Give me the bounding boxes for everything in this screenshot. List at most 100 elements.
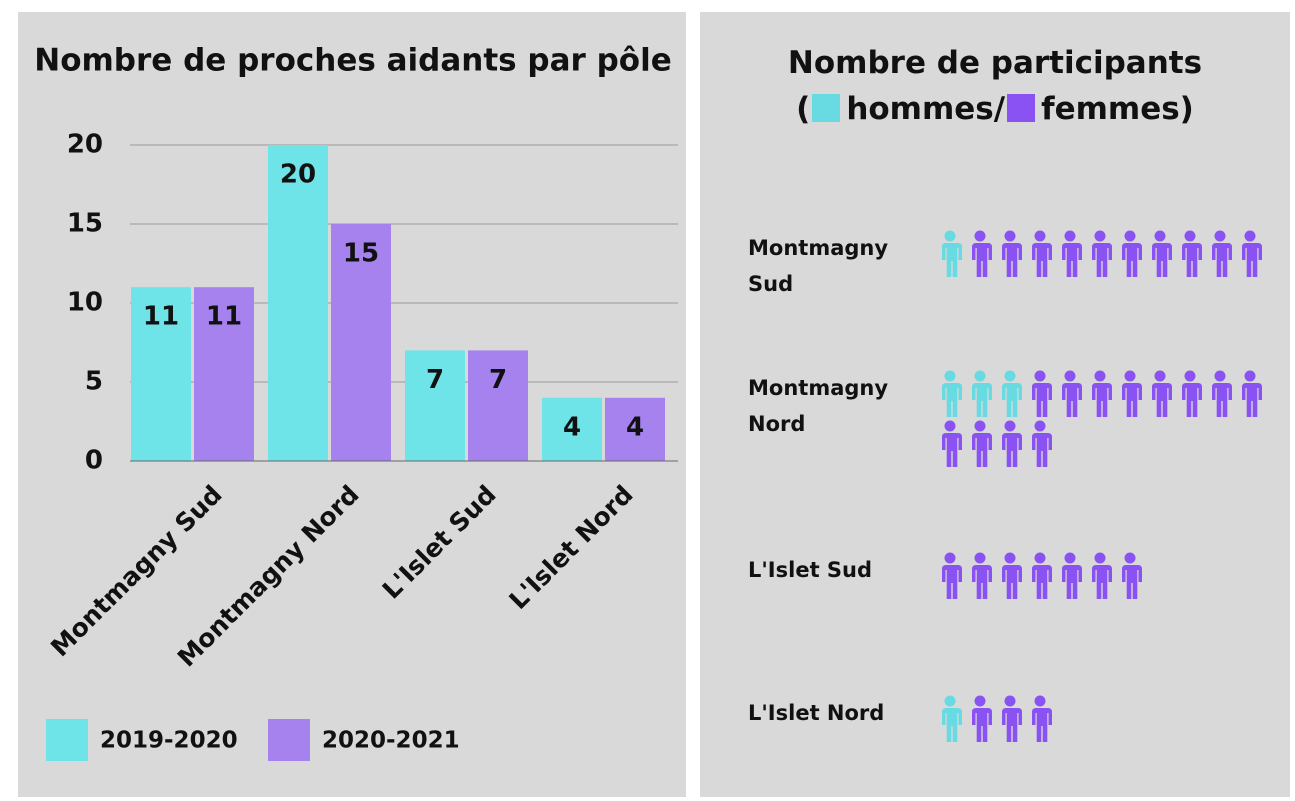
icon-body bbox=[972, 243, 992, 277]
person-icon bbox=[1152, 230, 1172, 277]
chart-title: Nombre de participants (hommes/femmes) bbox=[700, 40, 1290, 132]
person-icon bbox=[942, 230, 962, 277]
person-icon bbox=[1212, 370, 1232, 417]
y-tick-label: 15 bbox=[67, 209, 103, 239]
icon-head bbox=[1034, 552, 1046, 564]
person-icon bbox=[942, 695, 962, 742]
icon-head bbox=[1184, 230, 1196, 242]
row-label: L'Islet Nord bbox=[748, 701, 885, 725]
icon-body bbox=[1002, 708, 1022, 742]
row-label: L'Islet Sud bbox=[748, 558, 873, 582]
icon-body bbox=[1062, 383, 1082, 417]
icon-head bbox=[1124, 370, 1136, 382]
person-icon bbox=[1242, 230, 1262, 277]
icon-body bbox=[1122, 383, 1142, 417]
icon-body bbox=[1002, 565, 1022, 599]
person-icon bbox=[1062, 370, 1082, 417]
icon-head bbox=[1214, 370, 1226, 382]
data-label: 4 bbox=[626, 412, 644, 442]
icon-body bbox=[1002, 433, 1022, 467]
bar bbox=[194, 287, 254, 461]
icon-body bbox=[1032, 383, 1052, 417]
person-icon bbox=[972, 370, 992, 417]
icon-body bbox=[1122, 243, 1142, 277]
title-line: Nombre de participants bbox=[787, 45, 1203, 81]
icon-head bbox=[1214, 230, 1226, 242]
icon-head bbox=[1244, 370, 1256, 382]
data-label: 4 bbox=[563, 412, 581, 442]
person-icon bbox=[942, 552, 962, 599]
x-tick-label: L'Islet Sud bbox=[377, 480, 502, 605]
bar bbox=[268, 145, 328, 461]
person-icon bbox=[972, 695, 992, 742]
legend-swatch bbox=[1007, 94, 1036, 122]
icon-head bbox=[1064, 370, 1076, 382]
bar bbox=[131, 287, 191, 461]
legend-swatch bbox=[812, 94, 841, 122]
icon-group bbox=[936, 552, 1271, 602]
person-icon bbox=[1002, 230, 1022, 277]
person-icon bbox=[1122, 370, 1142, 417]
y-tick-label: 10 bbox=[67, 288, 103, 318]
icon-body bbox=[942, 383, 962, 417]
icon-body bbox=[1212, 383, 1232, 417]
icon-body bbox=[1032, 433, 1052, 467]
data-label: 7 bbox=[426, 365, 444, 395]
icon-body bbox=[1152, 243, 1172, 277]
icon-body bbox=[1242, 383, 1262, 417]
icon-body bbox=[1002, 383, 1022, 417]
bar bbox=[468, 350, 528, 461]
person-icon bbox=[1092, 370, 1112, 417]
icon-head bbox=[1184, 370, 1196, 382]
legend-label: 2019-2020 bbox=[100, 728, 238, 754]
icon-head bbox=[1124, 230, 1136, 242]
person-icon bbox=[1062, 230, 1082, 277]
person-icon bbox=[1002, 695, 1022, 742]
chart-title: Nombre de proches aidants par pôle bbox=[34, 43, 671, 79]
person-icon bbox=[972, 420, 992, 467]
icon-head bbox=[1154, 370, 1166, 382]
icon-head bbox=[944, 695, 956, 707]
icon-body bbox=[942, 565, 962, 599]
icon-head bbox=[944, 420, 956, 432]
icon-body bbox=[1182, 383, 1202, 417]
icon-head bbox=[944, 230, 956, 242]
x-tick-label: L'Islet Nord bbox=[503, 480, 638, 615]
person-icon bbox=[1002, 370, 1022, 417]
person-icon bbox=[1212, 230, 1232, 277]
icon-head bbox=[974, 230, 986, 242]
icon-body bbox=[1032, 708, 1052, 742]
person-icon bbox=[972, 552, 992, 599]
icon-group bbox=[936, 695, 1271, 745]
bar bbox=[605, 397, 665, 461]
person-icon bbox=[1152, 370, 1172, 417]
person-icon bbox=[1062, 552, 1082, 599]
icon-body bbox=[1092, 565, 1112, 599]
icon-body bbox=[972, 565, 992, 599]
icon-body bbox=[972, 383, 992, 417]
person-icon bbox=[1032, 370, 1052, 417]
icon-head bbox=[1124, 552, 1136, 564]
icon-body bbox=[1122, 565, 1142, 599]
icon-body bbox=[1062, 243, 1082, 277]
icon-head bbox=[974, 552, 986, 564]
bar bbox=[331, 224, 391, 461]
person-icon bbox=[1122, 230, 1142, 277]
icon-head bbox=[944, 370, 956, 382]
icon-head bbox=[1004, 370, 1016, 382]
icon-head bbox=[1064, 552, 1076, 564]
icon-body bbox=[1152, 383, 1172, 417]
person-icon bbox=[942, 420, 962, 467]
icon-body bbox=[1032, 565, 1052, 599]
y-tick-label: 20 bbox=[67, 130, 103, 160]
person-icon bbox=[1182, 370, 1202, 417]
icon-head bbox=[1004, 230, 1016, 242]
legend-swatch bbox=[46, 719, 88, 761]
icon-group bbox=[936, 230, 1271, 280]
icon-body bbox=[1062, 565, 1082, 599]
icon-head bbox=[1094, 370, 1106, 382]
icon-head bbox=[1094, 230, 1106, 242]
icon-head bbox=[1004, 552, 1016, 564]
pictogram-panel: Nombre de participants (hommes/femmes) M… bbox=[700, 12, 1290, 797]
icon-head bbox=[974, 420, 986, 432]
